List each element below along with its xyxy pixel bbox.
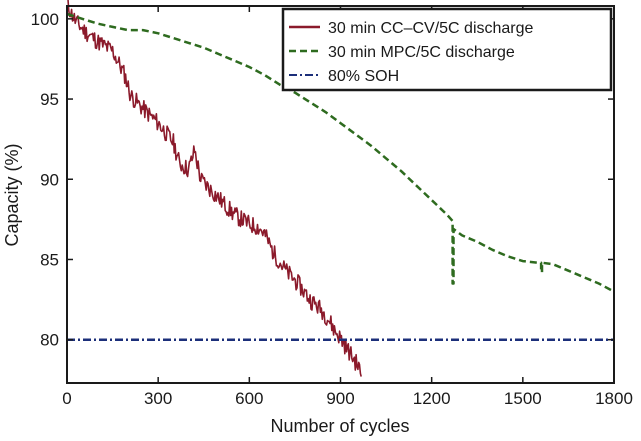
legend-label-cccv: 30 min CC–CV/5C discharge (328, 20, 534, 37)
legend: 30 min CC–CV/5C discharge 30 min MPC/5C … (281, 7, 613, 92)
series-layer (66, 0, 615, 377)
x-tick-label: 300 (144, 389, 172, 408)
x-tick-label: 0 (62, 389, 71, 408)
y-tick-label: 90 (40, 170, 59, 189)
y-tick-label: 100 (31, 10, 59, 29)
x-tick-label: 1200 (413, 389, 451, 408)
legend-label-soh: 80% SOH (328, 68, 399, 85)
ticks-layer: 0 300 600 900 1200 1500 1800 80 85 90 95 100 (31, 6, 633, 408)
x-tick-label: 900 (326, 389, 354, 408)
x-tick-label: 1800 (595, 389, 633, 408)
legend-label-mpc: 30 min MPC/5C discharge (328, 44, 515, 61)
y-tick-label: 85 (40, 250, 59, 269)
y-tick-label: 95 (40, 90, 59, 109)
x-tick-label: 600 (235, 389, 263, 408)
series-line-1 (66, 12, 615, 293)
series-line-0 (66, 0, 362, 377)
x-axis-label: Number of cycles (270, 416, 409, 436)
x-tick-label: 1500 (504, 389, 542, 408)
y-tick-label: 80 (40, 331, 59, 350)
y-axis-label: Capacity (%) (2, 143, 22, 246)
legend-box (281, 7, 613, 92)
